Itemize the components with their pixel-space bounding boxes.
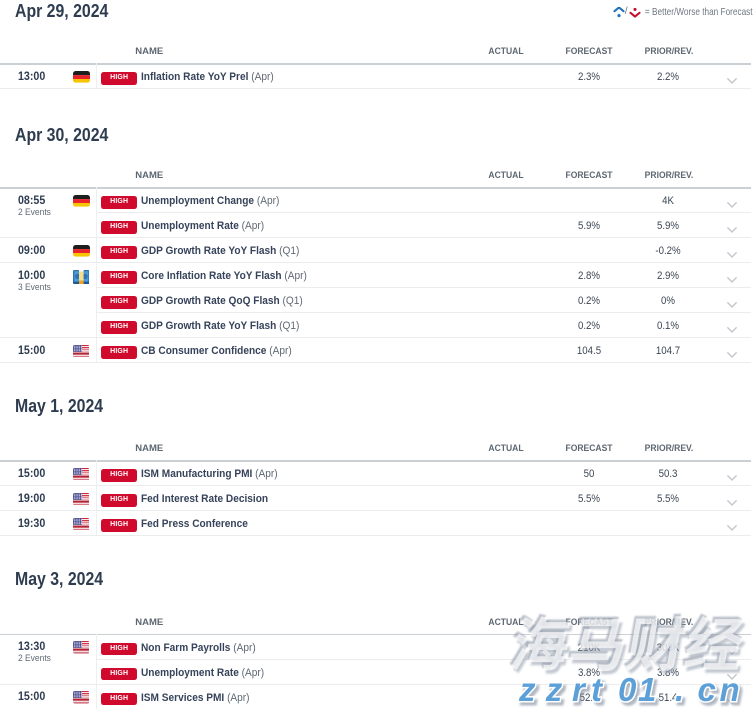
- svg-text:zzrt01.cn: z z r t 01. c n: [518, 671, 740, 708]
